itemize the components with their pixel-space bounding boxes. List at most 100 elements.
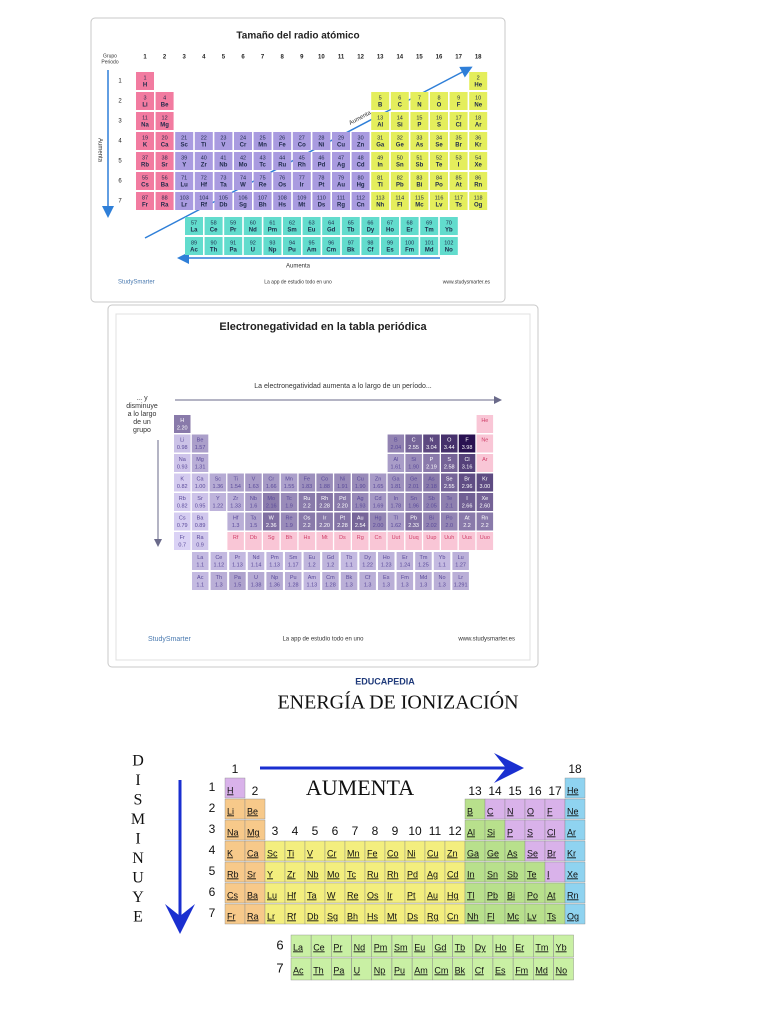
element-cell: [175, 132, 194, 150]
electronegativity-value: 1.5: [234, 582, 242, 588]
element-cell: [340, 552, 358, 570]
group-number: 3: [272, 824, 279, 838]
element-symbol: Db: [307, 911, 319, 921]
label: N: [132, 850, 144, 867]
atomic-number: 50: [397, 155, 403, 161]
atomic-number: 79: [338, 175, 344, 181]
element-symbol: Tm: [535, 942, 548, 952]
element-symbol: Cm: [326, 248, 336, 254]
element-symbol: Pu: [394, 965, 405, 975]
element-symbol: Ba: [247, 890, 258, 900]
element-cell: [227, 493, 244, 511]
element-symbol: Xe: [481, 496, 488, 502]
electronegativity-value: 1.17: [288, 562, 299, 568]
electronegativity-value: 1.13: [232, 562, 243, 568]
element-cell: [371, 934, 392, 958]
element-cell: [359, 572, 376, 590]
element-cell: [340, 572, 358, 590]
element-cell: [351, 192, 370, 210]
group-number: 11: [429, 824, 442, 838]
element-cell: [387, 434, 405, 453]
atomic-number: 74: [240, 175, 246, 181]
element-symbol: Al: [467, 827, 475, 837]
element-symbol: Eu: [308, 228, 316, 234]
element-symbol: Be: [247, 806, 258, 816]
electronegativity-value: 3.00: [479, 484, 490, 490]
element-symbol: Pd: [407, 869, 418, 879]
element-cell: [191, 473, 209, 492]
element-cell: [214, 172, 233, 190]
electronegativity-value: 1.28: [288, 582, 299, 588]
element-cell: [449, 152, 468, 170]
element-cell: [227, 512, 244, 531]
electronegativity-value: 1.3: [438, 582, 446, 588]
element-cell: [247, 572, 265, 590]
element-cell: [298, 493, 316, 511]
element-cell: [234, 192, 252, 210]
element-cell: [458, 434, 476, 453]
element-cell: [513, 957, 534, 981]
element-cell: [469, 152, 488, 170]
atomic-number: 95: [309, 240, 315, 246]
period-number: 4: [118, 139, 122, 145]
element-cell: [430, 132, 448, 150]
element-symbol: Tc: [286, 496, 292, 502]
element-cell: [312, 192, 331, 210]
atomic-number: 87: [142, 195, 148, 201]
electronegativity-value: 1.25: [418, 562, 429, 568]
element-symbol: Fe: [304, 476, 310, 482]
atomic-number: 61: [269, 220, 275, 226]
element-symbol: Os: [367, 890, 379, 900]
electronegativity-value: 2.00: [373, 523, 384, 529]
element-cell: [369, 493, 387, 511]
element-symbol: Sg: [268, 535, 275, 541]
element-symbol: Th: [216, 575, 222, 581]
group-number: 1: [143, 55, 147, 61]
element-symbol: Mn: [285, 476, 293, 482]
element-symbol: Db: [219, 203, 227, 209]
element-symbol: Pd: [318, 163, 326, 169]
element-cell: [564, 819, 586, 841]
atomic-number: 51: [416, 155, 422, 161]
element-symbol: Cf: [365, 575, 371, 581]
electronegativity-value: 1.22: [212, 503, 223, 509]
element-symbol: Am: [414, 965, 428, 975]
electronegativity-value: 1.13: [269, 562, 280, 568]
element-cell: [492, 934, 514, 958]
element-symbol: Po: [527, 890, 538, 900]
element-cell: [441, 493, 458, 511]
element-cell: [476, 493, 494, 511]
element-symbol: Xe: [567, 869, 578, 879]
element-symbol: U: [251, 248, 255, 254]
element-cell: [174, 512, 191, 531]
element-symbol: Ru: [278, 163, 286, 169]
element-symbol: Co: [298, 143, 306, 149]
element-symbol: Dy: [367, 228, 375, 234]
electronegativity-value: 0.9: [196, 542, 204, 548]
element-symbol: Np: [374, 965, 386, 975]
element-cell: [564, 840, 586, 862]
element-cell: [400, 217, 419, 235]
atomic-number: 31: [377, 135, 383, 141]
element-cell: [191, 532, 209, 550]
element-symbol: Mo: [239, 163, 248, 169]
element-cell: [430, 172, 448, 190]
element-symbol: Hs: [367, 911, 378, 921]
element-symbol: Bk: [455, 965, 466, 975]
element-cell: [439, 237, 458, 255]
electronegativity-value: 1.66: [266, 484, 277, 490]
element-cell: [387, 493, 405, 511]
electronegativity-value: 1.3: [401, 582, 409, 588]
element-symbol: Rn: [481, 515, 488, 521]
element-symbol: Ga: [467, 848, 479, 858]
element-cell: [513, 934, 534, 958]
element-symbol: Uuh: [444, 535, 454, 541]
brand: EDUCAPEDIA: [355, 676, 415, 686]
element-cell: [433, 572, 451, 590]
element-cell: [469, 172, 488, 190]
element-symbol: Ar: [567, 827, 576, 837]
element-cell: [410, 132, 429, 150]
element-cell: [430, 112, 448, 130]
element-symbol: Ac: [293, 965, 304, 975]
label: Aumenta: [96, 138, 102, 163]
